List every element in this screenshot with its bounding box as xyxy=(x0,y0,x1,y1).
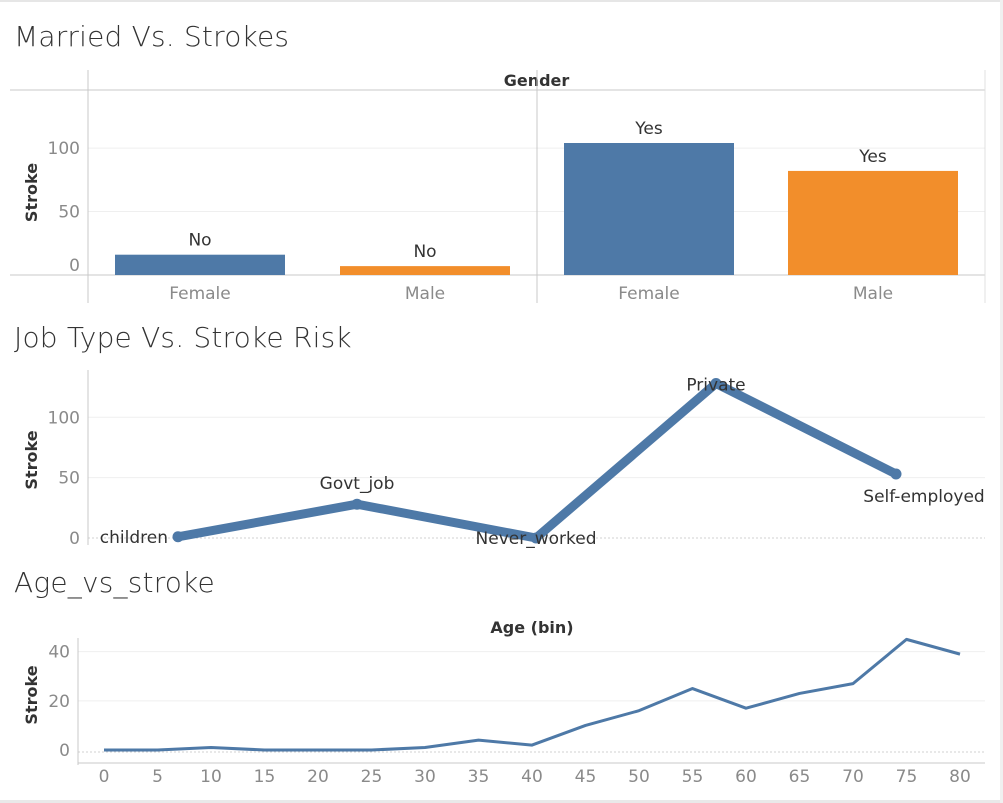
x-tick-label: 5 xyxy=(152,767,163,787)
married-chart-title: Married Vs. Strokes xyxy=(14,20,290,53)
y-axis-label: Stroke xyxy=(22,163,41,222)
x-tick-label: 0 xyxy=(99,767,110,787)
data-point xyxy=(890,468,902,480)
y-tick-label: 40 xyxy=(48,643,70,663)
bar xyxy=(340,266,510,275)
bar-data-label: Yes xyxy=(858,147,887,167)
x-tick-label: 55 xyxy=(682,767,704,787)
bar-data-label: No xyxy=(413,242,436,262)
top-border xyxy=(0,0,1003,2)
point-label: Never_worked xyxy=(476,529,597,549)
bar xyxy=(788,170,958,275)
y-tick-label: 50 xyxy=(58,203,80,223)
series-line xyxy=(173,378,901,543)
x-tick-label: 10 xyxy=(200,767,222,787)
bar xyxy=(564,143,734,275)
bar-data-label: No xyxy=(188,231,211,251)
right-border xyxy=(1000,0,1003,803)
data-point xyxy=(530,532,542,544)
y-tick-label: 0 xyxy=(69,529,80,549)
job-stroke-chart: 0 50 100 Stroke children Govt_job Never_worked… xyxy=(22,370,985,549)
x-axis-header: Age (bin) xyxy=(490,618,573,637)
x-tick-label: 25 xyxy=(361,767,383,787)
x-tick-label: 40 xyxy=(521,767,543,787)
y-tick-label: 20 xyxy=(48,692,70,712)
bottom-border xyxy=(0,800,1003,803)
data-point xyxy=(710,377,722,389)
y-tick-label: 50 xyxy=(58,469,80,489)
bar xyxy=(115,254,285,275)
x-tick-label: Male xyxy=(405,284,445,304)
y-axis-label: Stroke xyxy=(22,430,41,489)
point-label: Govt_job xyxy=(320,474,395,494)
x-tick-label: 15 xyxy=(254,767,276,787)
series-line xyxy=(104,637,961,752)
data-point xyxy=(351,498,363,510)
y-tick-label: 0 xyxy=(59,741,70,761)
age-stroke-chart: Age (bin) 0 20 40 Stroke 0 5 10 15 20 25 30 35 40 45 50… xyxy=(22,618,985,787)
y-tick-label: 100 xyxy=(48,139,80,159)
x-tick-label: 45 xyxy=(575,767,597,787)
y-tick-label: 0 xyxy=(69,256,80,276)
x-tick-label: 50 xyxy=(628,767,650,787)
x-tick-label: 30 xyxy=(414,767,436,787)
point-label: Private xyxy=(686,375,745,395)
y-tick-label: 100 xyxy=(48,408,80,428)
point-label: Self-employed xyxy=(863,487,984,507)
job-chart-title: Job Type Vs. Stroke Risk xyxy=(14,321,352,354)
x-tick-label: 65 xyxy=(789,767,811,787)
x-tick-label: 70 xyxy=(842,767,864,787)
x-tick-label: 75 xyxy=(896,767,918,787)
x-tick-label: Male xyxy=(853,284,893,304)
x-tick-label: 80 xyxy=(949,767,971,787)
age-chart-title: Age_vs_stroke xyxy=(14,566,215,599)
data-point xyxy=(172,531,184,543)
x-tick-label: 60 xyxy=(735,767,757,787)
y-axis-label: Stroke xyxy=(22,665,41,724)
x-tick-label: 35 xyxy=(468,767,490,787)
bar-data-label: Yes xyxy=(634,119,663,139)
x-tick-label: Female xyxy=(169,284,230,304)
x-tick-label: 20 xyxy=(307,767,329,787)
point-label: children xyxy=(100,528,168,548)
x-tick-label: Female xyxy=(618,284,679,304)
married-strokes-chart: Gender050100StrokeNoFemaleNoMaleYesFemal… xyxy=(10,70,986,304)
